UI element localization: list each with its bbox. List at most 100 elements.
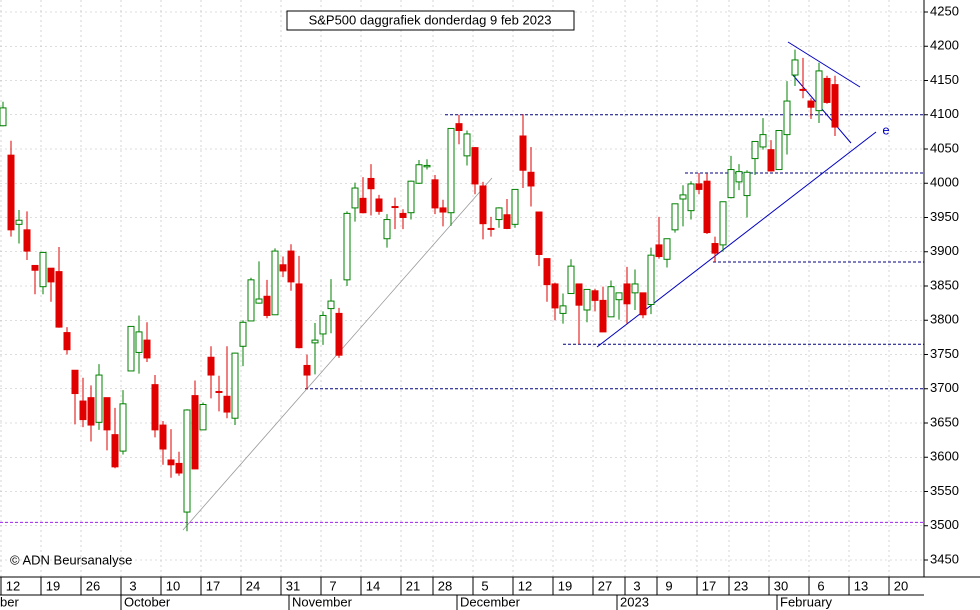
candle-body bbox=[631, 283, 639, 294]
x-tick-label: 26 bbox=[86, 578, 100, 593]
x-tick-label: 5 bbox=[481, 578, 488, 593]
candle-body bbox=[639, 292, 647, 316]
candle-body bbox=[359, 197, 367, 214]
candle-body bbox=[503, 214, 511, 229]
x-tick-label: 12 bbox=[6, 578, 20, 593]
candle-body bbox=[471, 147, 479, 185]
candle-body bbox=[375, 198, 383, 212]
candle-body bbox=[215, 390, 223, 393]
candle-body bbox=[383, 219, 391, 240]
month-label: December bbox=[460, 594, 521, 609]
candle-body bbox=[103, 397, 111, 431]
candle-body bbox=[583, 288, 591, 311]
candle-body bbox=[495, 207, 503, 221]
candle-body bbox=[159, 424, 167, 450]
candle-body bbox=[687, 183, 695, 212]
candle-body bbox=[271, 250, 279, 316]
candle-body bbox=[831, 84, 839, 128]
x-tick-label: 31 bbox=[286, 578, 300, 593]
x-tick-label: 27 bbox=[598, 578, 612, 593]
candle-body bbox=[615, 292, 623, 301]
candle-body bbox=[207, 356, 215, 376]
y-tick-label: 4250 bbox=[930, 3, 959, 18]
month-label: ber bbox=[0, 594, 19, 609]
candle-body bbox=[263, 295, 271, 316]
candle-body bbox=[175, 462, 183, 474]
month-label: February bbox=[780, 594, 833, 609]
y-tick-label: 3950 bbox=[930, 209, 959, 224]
x-tick-label: 7 bbox=[329, 578, 336, 593]
candle-body bbox=[671, 203, 679, 231]
candle-body bbox=[663, 238, 671, 260]
x-tick-label: 17 bbox=[206, 578, 220, 593]
y-tick-label: 3450 bbox=[930, 551, 959, 566]
x-tick-label: 3 bbox=[633, 578, 640, 593]
candle-body bbox=[303, 364, 311, 376]
candle-body bbox=[247, 279, 255, 322]
x-tick-label: 23 bbox=[734, 578, 748, 593]
x-tick-label: 21 bbox=[406, 578, 420, 593]
candle-body bbox=[351, 187, 359, 209]
month-label: 2023 bbox=[620, 594, 649, 609]
candle-body bbox=[87, 397, 95, 426]
y-tick-label: 3650 bbox=[930, 414, 959, 429]
annotation: e bbox=[882, 122, 889, 137]
candle-body bbox=[759, 134, 767, 148]
candle-body bbox=[343, 212, 351, 281]
candle-body bbox=[79, 400, 87, 421]
y-tick-label: 3550 bbox=[930, 483, 959, 498]
candle-body bbox=[15, 219, 23, 225]
candle-body bbox=[719, 201, 727, 246]
candle-body bbox=[183, 409, 191, 513]
candle-body bbox=[191, 395, 199, 470]
candle-body bbox=[143, 339, 151, 359]
candle-body bbox=[327, 300, 335, 310]
candle-body bbox=[527, 171, 535, 187]
flag-line bbox=[787, 41, 861, 88]
candle-body bbox=[551, 283, 559, 309]
y-tick-label: 3500 bbox=[930, 517, 959, 532]
candle-body bbox=[47, 267, 55, 283]
candle-body bbox=[751, 140, 759, 160]
candle-body bbox=[223, 395, 231, 413]
y-tick-label: 3850 bbox=[930, 277, 959, 292]
candle-body bbox=[199, 404, 207, 431]
y-tick-label: 4000 bbox=[930, 175, 959, 190]
candles bbox=[0, 49, 839, 532]
credit: © ADN Beursanalyse bbox=[10, 552, 132, 567]
candle-body bbox=[543, 258, 551, 286]
candle-body bbox=[311, 339, 319, 344]
candle-body bbox=[807, 100, 815, 108]
candle-body bbox=[431, 179, 439, 209]
x-tick-label: 19 bbox=[46, 578, 60, 593]
candle-body bbox=[119, 403, 127, 452]
candle-body bbox=[703, 180, 711, 234]
candle-body bbox=[0, 107, 7, 127]
candle-body bbox=[167, 459, 175, 466]
candle-body bbox=[447, 127, 455, 214]
x-tick-label: 20 bbox=[894, 578, 908, 593]
candle-body bbox=[487, 227, 495, 230]
candle-body bbox=[727, 169, 735, 199]
candle-body bbox=[511, 188, 519, 225]
x-tick-label: 30 bbox=[774, 578, 788, 593]
candle-body bbox=[767, 149, 775, 172]
y-tick-label: 3750 bbox=[930, 346, 959, 361]
x-tick-label: 14 bbox=[366, 578, 380, 593]
candle-body bbox=[335, 312, 343, 356]
candle-body bbox=[567, 265, 575, 295]
candle-body bbox=[815, 70, 823, 112]
y-tick-label: 3700 bbox=[930, 380, 959, 395]
y-tick-label: 3600 bbox=[930, 449, 959, 464]
candle-body bbox=[231, 352, 239, 419]
candle-body bbox=[23, 229, 31, 252]
x-tick-label: 9 bbox=[665, 578, 672, 593]
levels bbox=[0, 114, 924, 523]
x-tick-label: 12 bbox=[518, 578, 532, 593]
candle-body bbox=[279, 264, 287, 272]
candle-body bbox=[575, 283, 583, 306]
y-tick-label: 4150 bbox=[930, 72, 959, 87]
candle-body bbox=[423, 164, 431, 168]
candle-body bbox=[647, 254, 655, 305]
